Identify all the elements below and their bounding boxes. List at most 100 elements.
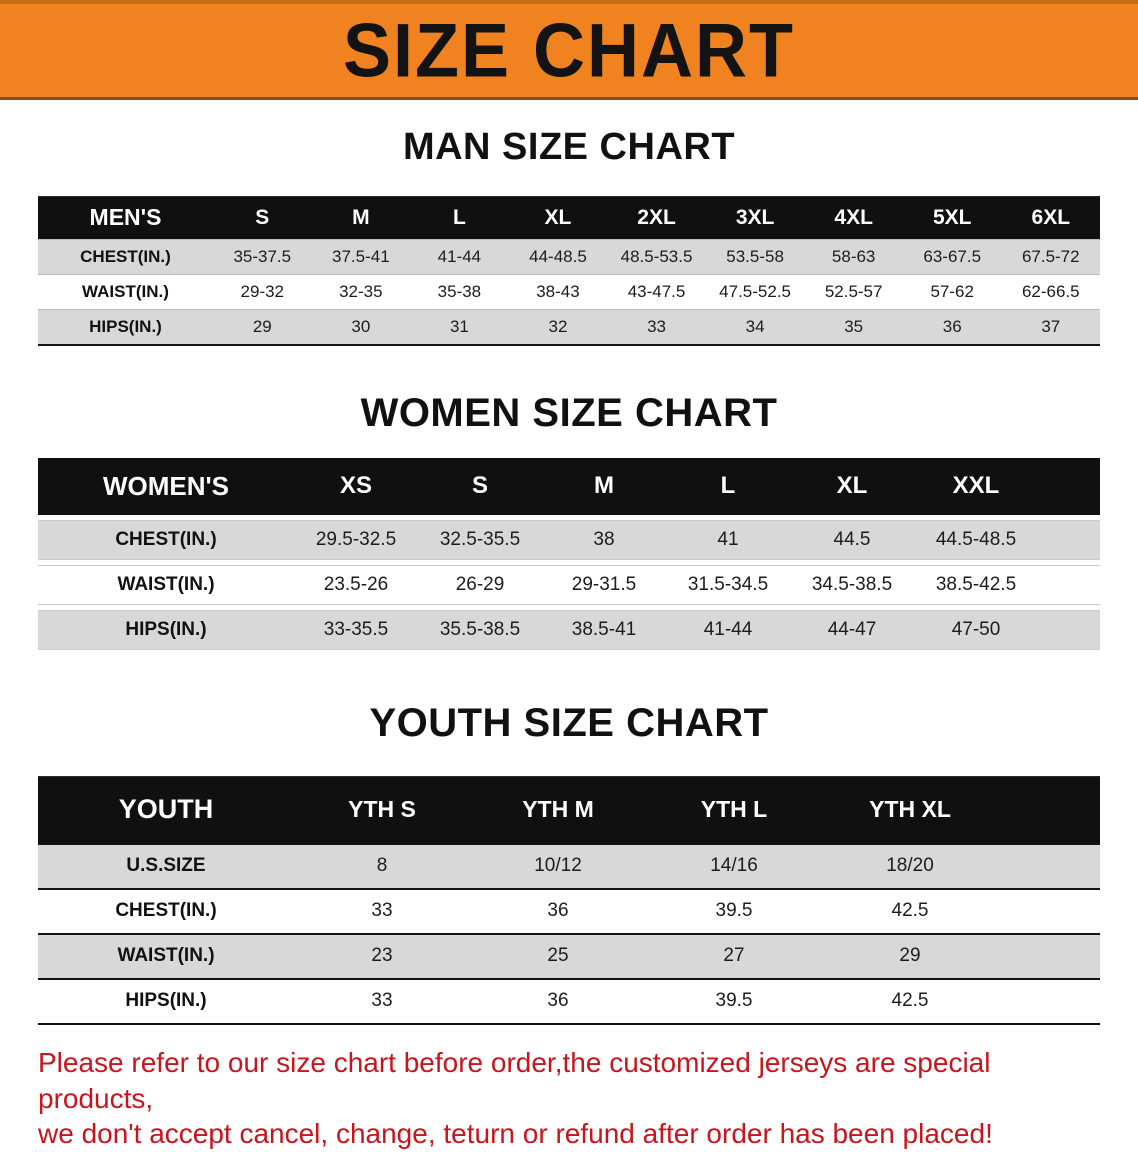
page-title: SIZE CHART: [343, 8, 795, 93]
size-column-header: 6XL: [1031, 205, 1071, 229]
size-value-cell: 43-47.5: [627, 281, 686, 301]
measurement-row: HIPS(IN.) 33-35.5 35.5-38.5 38.5-41 41-44 44-…: [38, 609, 1100, 650]
row-label: HIPS(IN.): [125, 618, 207, 640]
size-value-cell: 38.5-42.5: [935, 573, 1017, 595]
measurement-row: CHEST(IN.) 35-37.5 37.5-41 41-44 44-48.5 48.5…: [38, 238, 1100, 274]
size-value-cell: 33-35.5: [323, 618, 389, 640]
women-header-row: WOMEN'S XS S M L XL XXL: [38, 457, 1100, 515]
size-value-cell: 37: [1041, 316, 1061, 336]
size-column-header: XL: [836, 472, 868, 500]
size-value-cell: 38.5-41: [571, 618, 637, 640]
size-value-cell: 42.5: [891, 990, 929, 1012]
size-value-cell: 14/16: [710, 855, 758, 877]
size-value-cell: 52.5-57: [824, 281, 883, 301]
women-section-heading: WOMEN SIZE CHART: [360, 390, 778, 435]
size-value-cell: 34.5-38.5: [811, 573, 893, 595]
size-value-cell: 44-47: [827, 618, 877, 640]
size-value-cell: 31.5-34.5: [687, 573, 769, 595]
size-value-cell: 42.5: [891, 900, 929, 922]
size-value-cell: 26-29: [455, 573, 505, 595]
size-value-cell: 41-44: [703, 618, 753, 640]
size-value-cell: 39.5: [715, 990, 753, 1012]
size-value-cell: 25: [547, 945, 569, 967]
row-label: U.S.SIZE: [126, 855, 206, 877]
size-column-header: 4XL: [834, 205, 873, 229]
disclaimer-line-1: Please refer to our size chart before or…: [38, 1046, 991, 1114]
men-size-table: MEN'S S M L XL 2XL 3XL 4XL 5XL 6XL CHEST(IN.) 35-37…: [38, 195, 1100, 346]
size-value-cell: 36: [547, 990, 569, 1012]
row-label: CHEST(IN.): [115, 528, 217, 550]
men-section-heading: MAN SIZE CHART: [402, 126, 736, 168]
size-value-cell: 29-32: [240, 281, 285, 301]
row-label: WAIST(IN.): [82, 281, 169, 301]
men-header-row: MEN'S S M L XL 2XL 3XL 4XL 5XL 6XL: [38, 196, 1100, 239]
size-value-cell: 33: [647, 316, 666, 336]
size-value-cell: 30: [351, 316, 371, 336]
size-value-cell: 36: [547, 900, 569, 922]
size-value-cell: 29.5-32.5: [315, 528, 397, 550]
size-value-cell: 58-63: [831, 246, 876, 266]
youth-section-heading: YOUTH SIZE CHART: [369, 700, 769, 745]
size-value-cell: 23.5-26: [323, 573, 389, 595]
size-value-cell: 35-38: [437, 281, 482, 301]
row-label: HIPS(IN.): [89, 316, 162, 336]
size-value-cell: 48.5-53.5: [620, 246, 693, 266]
size-value-cell: 67.5-72: [1021, 246, 1080, 266]
men-table-title: MEN'S: [89, 204, 162, 231]
row-label: CHEST(IN.): [80, 246, 171, 266]
size-value-cell: 41-44: [437, 246, 482, 266]
row-label: HIPS(IN.): [125, 990, 207, 1012]
size-value-cell: 29: [252, 316, 272, 336]
disclaimer-line-2: we don't accept cancel, change, teturn o…: [38, 1118, 993, 1150]
size-value-cell: 36: [942, 316, 962, 336]
size-value-cell: 47.5-52.5: [719, 281, 792, 301]
measurement-row: CHEST(IN.) 29.5-32.5 32.5-35.5 38 41 44.5 44.5…: [38, 519, 1100, 560]
measurement-row: HIPS(IN.) 29 30 31 32 33 34 35 36 37: [38, 308, 1100, 344]
size-value-cell: 34: [745, 316, 765, 336]
youth-table-title: YOUTH: [118, 794, 214, 825]
size-value-cell: 37.5-41: [332, 246, 390, 266]
size-column-header: YTH M: [522, 796, 594, 823]
size-column-header: XL: [544, 205, 572, 229]
size-column-header: M: [594, 472, 614, 500]
size-value-cell: 33: [371, 990, 393, 1012]
size-column-header: XS: [339, 472, 372, 500]
size-value-cell: 29-31.5: [571, 573, 637, 595]
size-value-cell: 29: [899, 945, 921, 967]
disclaimer: Please refer to our size chart before or…: [0, 1045, 1138, 1152]
banner: SIZE CHART: [0, 0, 1138, 100]
measurement-row: WAIST(IN.) 23.5-26 26-29 29-31.5 31.5-34.5 34…: [38, 564, 1100, 605]
size-column-header: YTH XL: [869, 796, 951, 823]
size-value-cell: 44.5-48.5: [935, 528, 1017, 550]
size-column-header: YTH L: [700, 796, 768, 823]
size-value-cell: 27: [723, 945, 745, 967]
size-value-cell: 39.5: [715, 900, 753, 922]
size-value-cell: 35-37.5: [233, 246, 292, 266]
size-value-cell: 44-48.5: [529, 246, 587, 266]
measurement-row: WAIST(IN.) 23 25 27 29: [38, 932, 1100, 978]
size-value-cell: 62-66.5: [1021, 281, 1080, 301]
size-column-header: L: [720, 472, 736, 500]
men-section: MAN SIZE CHART MEN'S S M L XL 2XL 3XL 4XL 5XL 6XL…: [0, 126, 1138, 346]
size-column-header: 5XL: [932, 205, 972, 229]
size-value-cell: 8: [376, 855, 388, 877]
size-column-header: YTH S: [348, 796, 416, 823]
row-label: CHEST(IN.): [115, 900, 217, 922]
size-column-header: 2XL: [637, 205, 676, 229]
size-column-header: XXL: [952, 472, 1000, 500]
women-section: WOMEN SIZE CHART WOMEN'S XS S M L XL XXL CHEST(…: [0, 390, 1138, 650]
youth-header-row: YOUTH YTH S YTH M YTH L YTH XL: [38, 776, 1100, 843]
size-column-header: S: [471, 472, 488, 500]
size-value-cell: 18/20: [886, 855, 934, 877]
size-value-cell: 53.5-58: [726, 246, 784, 266]
size-column-header: 3XL: [735, 205, 775, 229]
size-value-cell: 23: [371, 945, 393, 967]
size-value-cell: 10/12: [534, 855, 582, 877]
youth-size-table: YOUTH YTH S YTH M YTH L YTH XL U.S.SIZE 8 10/12…: [38, 775, 1100, 1025]
size-value-cell: 44.5: [833, 528, 871, 550]
size-column-header: S: [255, 205, 270, 229]
measurement-row: U.S.SIZE 8 10/12 14/16 18/20: [38, 842, 1100, 888]
size-value-cell: 38: [593, 528, 615, 550]
measurement-row: WAIST(IN.) 29-32 32-35 35-38 38-43 43-47.5 47.…: [38, 273, 1100, 309]
